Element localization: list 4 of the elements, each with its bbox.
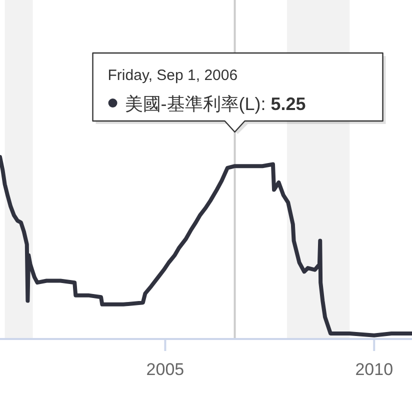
legend-label: 美國-基準利率(L):	[124, 94, 266, 114]
tooltip: Friday, Sep 1, 2006 美國-基準利率(L): 5.25	[92, 52, 386, 134]
x-tick-label: 2010	[355, 360, 394, 379]
x-tick-label: 2005	[146, 360, 184, 379]
